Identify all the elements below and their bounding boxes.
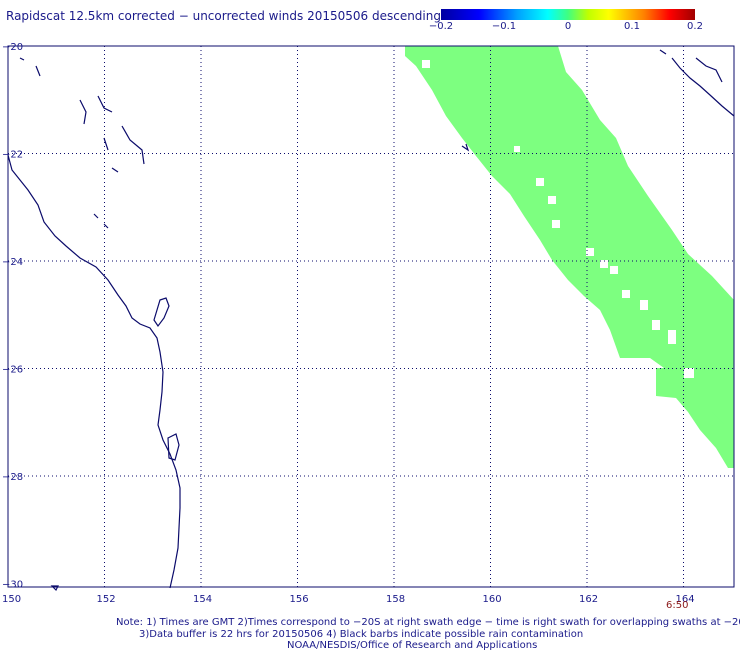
latitude-label: −20: [2, 42, 23, 53]
latitude-labels: −20 −22 −24 −26 −28 −30: [2, 42, 23, 591]
swath-gap: [600, 260, 608, 268]
map-title: Rapidscat 12.5km corrected − uncorrected…: [6, 9, 441, 23]
colorbar: [441, 9, 695, 20]
swath-gap: [422, 60, 430, 68]
latitude-label: −24: [2, 257, 23, 268]
longitude-labels: 150 152 154 156 158 160 162 164: [2, 594, 695, 605]
longitude-label: 160: [483, 594, 502, 605]
latitude-label: −22: [2, 150, 23, 161]
swath-band: [656, 368, 734, 468]
note-line-2: 3)Data buffer is 22 hrs for 20150506 4) …: [139, 629, 584, 640]
swath-gap: [610, 266, 618, 274]
swath-gap: [586, 248, 594, 256]
latitude-label: −26: [2, 365, 23, 376]
swath-gap: [684, 368, 694, 378]
swath-gap: [548, 196, 556, 204]
map-frame: [7, 45, 735, 588]
swath-gap: [552, 220, 560, 228]
latitude-label: −30: [2, 580, 23, 591]
island-coastline: [167, 433, 180, 461]
australia-coastline: [7, 154, 181, 589]
colorbar-label-max: 0.2: [687, 21, 703, 32]
coastline: [7, 49, 735, 592]
swath-time-label: 6:50: [666, 600, 689, 611]
wind-swath: [405, 46, 734, 468]
note-line-1: Note: 1) Times are GMT 2)Times correspon…: [116, 617, 740, 628]
longitude-label: 154: [193, 594, 212, 605]
longitude-label: 150: [2, 594, 21, 605]
swath-gap: [652, 320, 660, 330]
latitude-label: −28: [2, 472, 23, 483]
reef-coastline: [19, 57, 145, 229]
colorbar-label-min: −0.2: [428, 21, 454, 32]
small-island: [461, 143, 470, 152]
swath-gap: [514, 146, 520, 152]
swath-gap: [622, 290, 630, 298]
longitude-label: 152: [97, 594, 116, 605]
colorbar-label-zero: 0: [564, 21, 572, 32]
longitude-label: 158: [386, 594, 405, 605]
swath-gap: [640, 300, 648, 310]
note-line-3: NOAA/NESDIS/Office of Research and Appli…: [287, 640, 538, 651]
swath-band: [405, 46, 734, 452]
colorbar-label-pos: 0.1: [624, 21, 640, 32]
lord-howe-island: [50, 585, 59, 592]
swath-gap: [668, 330, 676, 344]
island-coastline: [153, 297, 170, 328]
longitude-label: 164: [676, 594, 695, 605]
swath-gap: [536, 178, 544, 186]
longitude-label: 162: [579, 594, 598, 605]
northeast-coastline: [659, 49, 735, 117]
colorbar-label-neg: −0.1: [491, 21, 517, 32]
graticule: [8, 46, 734, 587]
longitude-label: 156: [290, 594, 309, 605]
